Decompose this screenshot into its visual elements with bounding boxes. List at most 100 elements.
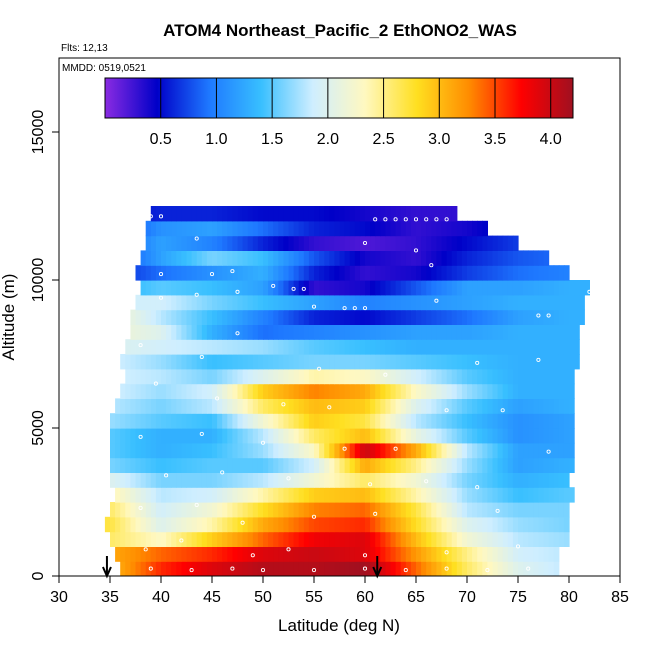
heatmap-cell bbox=[563, 398, 570, 414]
heatmap-cell bbox=[196, 487, 203, 503]
heatmap-cell bbox=[558, 442, 565, 459]
heatmap-cell bbox=[104, 516, 111, 533]
heatmap-cell bbox=[426, 457, 432, 473]
heatmap-cell bbox=[237, 442, 244, 459]
heatmap-cell bbox=[257, 398, 264, 414]
heatmap-cell bbox=[196, 250, 203, 266]
heatmap-cell bbox=[487, 280, 494, 296]
heatmap-cell bbox=[247, 354, 254, 370]
heatmap-cell bbox=[584, 280, 590, 296]
heatmap-cell bbox=[155, 546, 162, 562]
heatmap-cell bbox=[278, 546, 284, 562]
heatmap-cell bbox=[421, 206, 427, 222]
heatmap-cell bbox=[523, 487, 529, 503]
heatmap-cell bbox=[135, 324, 142, 340]
heatmap-cell bbox=[558, 309, 565, 325]
heatmap-cell bbox=[227, 516, 233, 533]
heatmap-cell bbox=[166, 502, 172, 518]
heatmap-cell bbox=[125, 428, 131, 444]
heatmap-cell bbox=[166, 280, 172, 296]
heatmap-cell bbox=[421, 442, 427, 459]
heatmap-cell bbox=[319, 502, 325, 518]
heatmap-cell bbox=[186, 324, 193, 340]
heatmap-cell bbox=[472, 413, 478, 429]
heatmap-cell bbox=[400, 546, 407, 562]
heatmap-cell bbox=[201, 398, 208, 414]
heatmap-cell bbox=[155, 280, 162, 296]
heatmap-cell bbox=[191, 428, 198, 444]
heatmap-cell bbox=[436, 398, 443, 414]
heatmap-cell bbox=[482, 561, 488, 576]
heatmap-cell bbox=[416, 457, 422, 473]
heatmap-cell bbox=[410, 457, 417, 473]
heatmap-cell bbox=[278, 398, 284, 414]
heatmap-cell bbox=[293, 280, 300, 296]
heatmap-cell bbox=[548, 265, 555, 281]
heatmap-cell bbox=[155, 265, 162, 281]
heatmap-cell bbox=[405, 383, 412, 399]
heatmap-cell bbox=[533, 442, 539, 459]
heatmap-cell bbox=[273, 354, 279, 370]
sample-point bbox=[311, 514, 317, 519]
heatmap-cell bbox=[334, 265, 341, 281]
heatmap-cell bbox=[349, 220, 356, 237]
heatmap-cell bbox=[563, 428, 570, 444]
heatmap-cell bbox=[314, 265, 320, 281]
heatmap-cell bbox=[237, 561, 244, 576]
heatmap-cell bbox=[416, 502, 422, 518]
heatmap-cell bbox=[334, 457, 341, 473]
heatmap-cell bbox=[395, 206, 402, 222]
heatmap-cell bbox=[344, 206, 351, 222]
heatmap-cell bbox=[308, 428, 315, 444]
heatmap-cell bbox=[380, 428, 386, 444]
heatmap-cell bbox=[467, 442, 473, 459]
heatmap-cell bbox=[150, 354, 157, 370]
heatmap-cell bbox=[456, 502, 463, 518]
heatmap-cell bbox=[553, 324, 560, 340]
heatmap-cell bbox=[171, 487, 177, 503]
heatmap-cell bbox=[145, 487, 152, 503]
heatmap-cell bbox=[181, 339, 188, 355]
heatmap-cell bbox=[569, 442, 575, 459]
heatmap-cell bbox=[472, 280, 478, 296]
heatmap-cell bbox=[242, 561, 249, 576]
heatmap-cell bbox=[227, 413, 233, 429]
heatmap-cell bbox=[405, 457, 412, 473]
heatmap-cell bbox=[538, 472, 545, 488]
heatmap-cell bbox=[186, 457, 193, 473]
heatmap-cell bbox=[446, 220, 453, 237]
heatmap-cell bbox=[150, 339, 157, 355]
heatmap-cell bbox=[334, 383, 341, 399]
heatmap-cell bbox=[416, 383, 422, 399]
heatmap-cell bbox=[370, 502, 376, 518]
heatmap-cell bbox=[359, 502, 366, 518]
heatmap-cell bbox=[492, 265, 499, 281]
heatmap-cell bbox=[232, 354, 239, 370]
heatmap-cell bbox=[242, 442, 249, 459]
heatmap-cell bbox=[196, 294, 203, 311]
heatmap-cell bbox=[416, 413, 422, 429]
heatmap-cell bbox=[181, 428, 188, 444]
heatmap-cell bbox=[548, 280, 555, 296]
heatmap-cell bbox=[395, 354, 402, 370]
heatmap-cell bbox=[492, 354, 499, 370]
heatmap-cell bbox=[222, 368, 228, 385]
heatmap-cell bbox=[334, 235, 341, 251]
heatmap-cell bbox=[446, 413, 453, 429]
heatmap-cell bbox=[115, 472, 121, 488]
heatmap-cell bbox=[359, 265, 366, 281]
heatmap-cell bbox=[334, 324, 341, 340]
heatmap-cell bbox=[120, 383, 126, 399]
heatmap-cell bbox=[319, 280, 325, 296]
heatmap-cell bbox=[563, 280, 570, 296]
heatmap-cell bbox=[222, 280, 228, 296]
heatmap-cell bbox=[421, 294, 427, 311]
heatmap-cell bbox=[268, 502, 274, 518]
heatmap-cell bbox=[314, 294, 320, 311]
heatmap-cell bbox=[477, 354, 483, 370]
sample-point bbox=[158, 214, 164, 219]
heatmap-cell bbox=[461, 546, 468, 562]
heatmap-cell bbox=[288, 502, 295, 518]
heatmap-cell bbox=[319, 383, 325, 399]
heatmap-cell bbox=[252, 546, 259, 562]
